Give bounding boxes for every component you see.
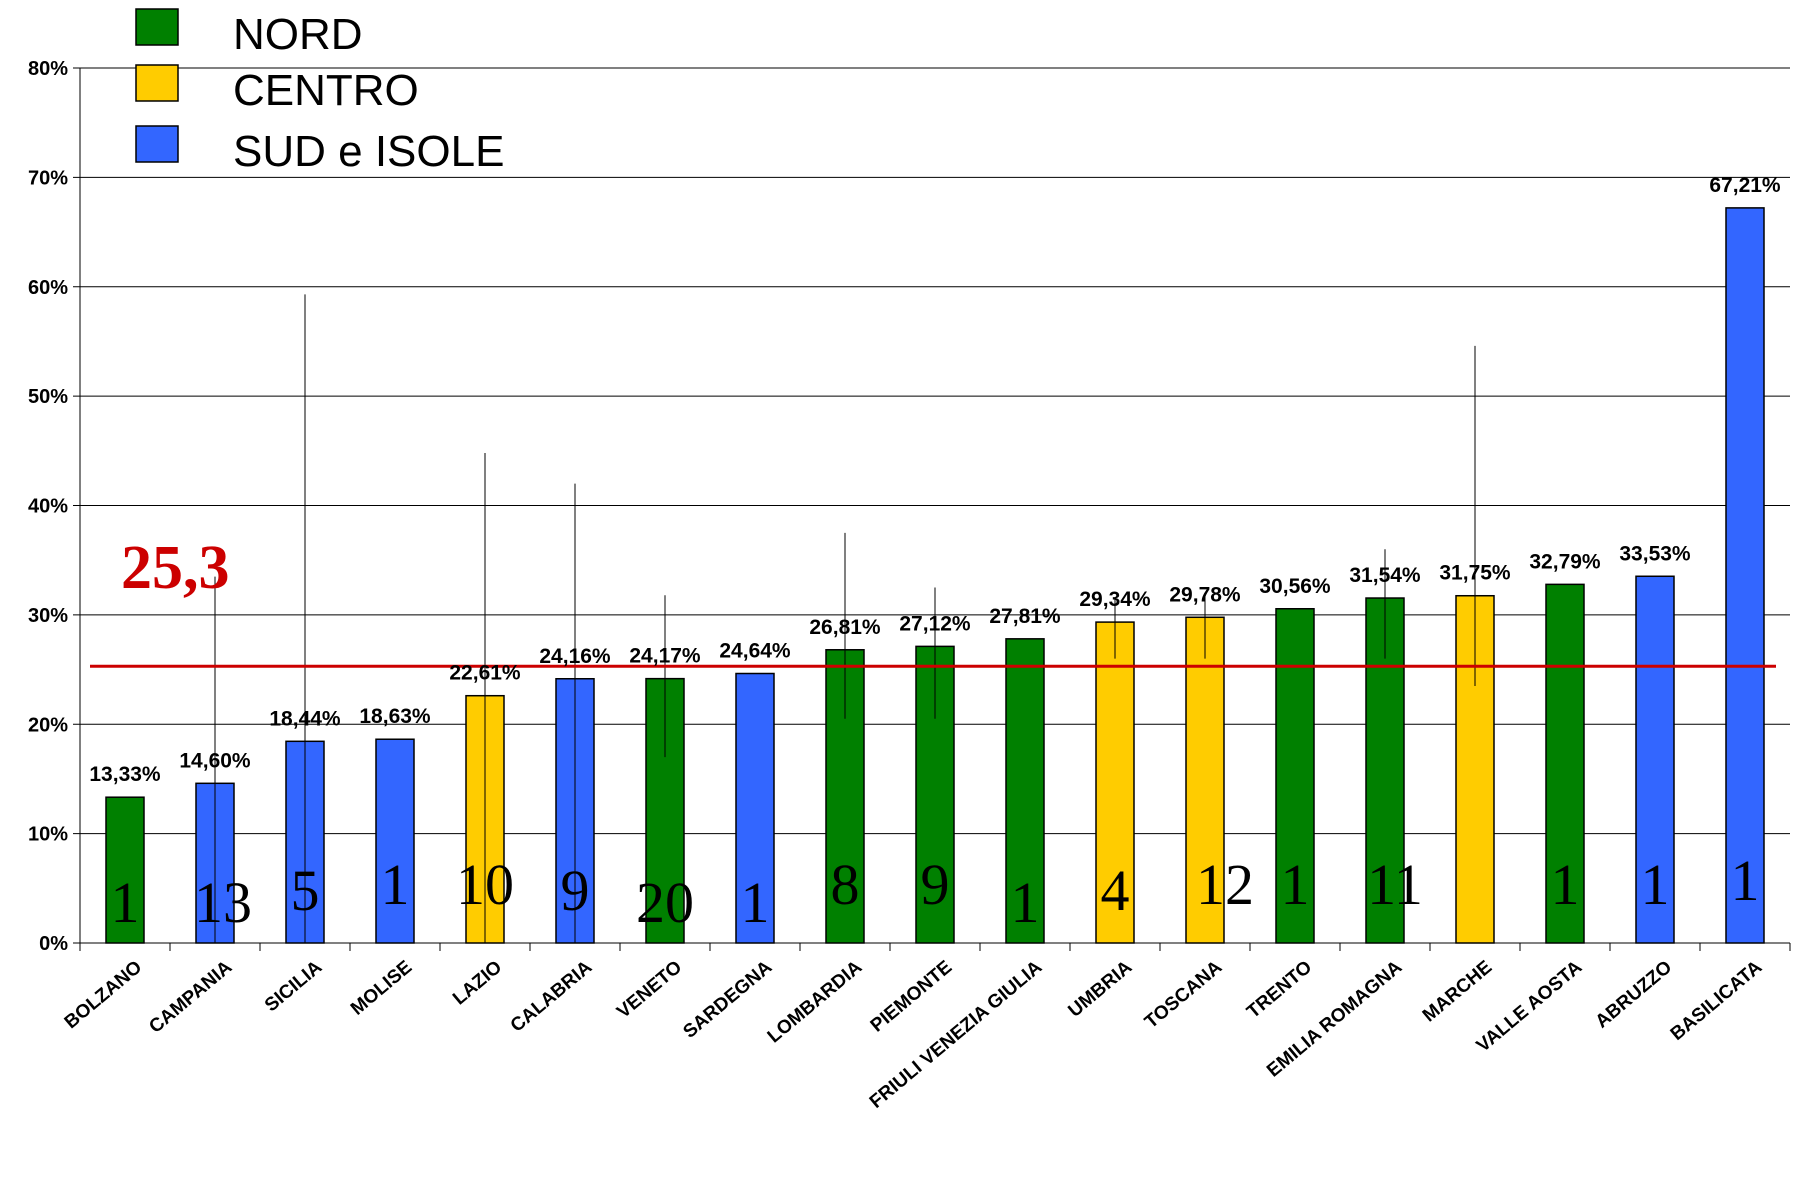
x-tick-label: CALABRIA (507, 957, 597, 1037)
y-tick-label: 20% (28, 714, 68, 736)
bar (735, 672, 775, 944)
y-tick-label: 0% (39, 933, 68, 955)
bar (105, 796, 145, 944)
x-tick-label: LAZIO (449, 957, 506, 1010)
x-tick-label: TRENTO (1243, 957, 1316, 1023)
bars (105, 207, 1765, 944)
data-label: 29,78% (1169, 583, 1241, 606)
y-tick-label: 80% (28, 58, 68, 80)
x-tick-label: TOSCANA (1141, 957, 1226, 1033)
x-tick-label: UMBRIA (1064, 957, 1136, 1022)
x-tick-label: SARDEGNA (679, 957, 776, 1043)
data-label: 13,33% (89, 763, 161, 786)
x-tick-label: BASILICATA (1667, 957, 1767, 1045)
bar (1275, 608, 1315, 944)
legend-label: CENTRO (233, 66, 419, 115)
y-tick-label: 40% (28, 496, 68, 518)
legend-swatch (135, 125, 179, 163)
legend: NORD CENTRO SUD e ISOLE (135, 8, 504, 176)
count-labels: 1 13 5 1 10 9 20 1 8 9 1 4 12 1 11 1 1 1 (111, 848, 1760, 935)
y-axis: 0% 10% 20% 30% 40% 50% 60% 70% 80% (28, 58, 81, 955)
data-label: 18,63% (359, 705, 431, 728)
count-label: 1 (1551, 852, 1580, 917)
data-label: 31,75% (1439, 562, 1511, 585)
count-label: 9 (561, 858, 590, 923)
x-tick-label: VENETO (613, 957, 686, 1023)
x-tick-label: SICILIA (261, 957, 326, 1017)
legend-label: NORD (233, 10, 363, 59)
bar (375, 738, 415, 944)
data-label: 27,12% (899, 612, 971, 635)
x-tick-label: ABRUZZO (1592, 957, 1677, 1033)
data-label: 14,60% (179, 749, 251, 772)
bar (1635, 575, 1675, 944)
count-label: 9 (921, 852, 950, 917)
legend-swatch (135, 64, 179, 102)
x-tick-label: CAMPANIA (145, 957, 236, 1038)
bar (1725, 207, 1765, 944)
x-tick-label: BOLZANO (61, 957, 146, 1033)
count-label: 8 (831, 852, 860, 917)
count-label: 1 (381, 852, 410, 917)
count-label: 1 (1281, 852, 1310, 917)
data-label: 31,54% (1349, 564, 1421, 587)
bar (1185, 616, 1225, 944)
x-tick-label: MARCHE (1419, 957, 1496, 1027)
count-label: 20 (636, 870, 694, 935)
data-label: 27,81% (989, 605, 1061, 628)
bar (1545, 583, 1585, 944)
count-label: 1 (741, 870, 770, 935)
average-label: 25,3 (121, 534, 230, 602)
y-tick-label: 10% (28, 824, 68, 846)
count-label: 10 (456, 852, 514, 917)
data-label: 29,34% (1079, 588, 1151, 611)
bar (1095, 621, 1135, 944)
data-label: 24,16% (539, 645, 611, 668)
average-line-group: 25,3 (90, 534, 1776, 668)
y-tick-label: 60% (28, 277, 68, 299)
y-tick-label: 70% (28, 167, 68, 189)
count-label: 13 (194, 870, 252, 935)
x-axis: BOLZANO CAMPANIA SICILIA MOLISE LAZIO CALABRI… (61, 942, 1791, 1113)
value-labels: 13,33% 14,60% 18,44% 18,63% 22,61% 24,16% 24,1… (89, 174, 1781, 786)
legend-label: SUD e ISOLE (233, 127, 504, 176)
y-tick-label: 50% (28, 386, 68, 408)
data-label: 67,21% (1709, 174, 1781, 197)
x-tick-label: MOLISE (347, 957, 416, 1020)
count-label: 11 (1367, 852, 1423, 917)
y-tick-label: 30% (28, 605, 68, 627)
count-label: 4 (1101, 858, 1130, 923)
data-label: 22,61% (449, 662, 521, 685)
count-label: 5 (291, 858, 320, 923)
error-bars (214, 294, 1476, 943)
x-tick-label: LOMBARDIA (764, 957, 867, 1048)
data-label: 26,81% (809, 616, 881, 639)
data-label: 24,64% (719, 640, 791, 663)
count-label: 1 (111, 870, 140, 935)
data-label: 30,56% (1259, 575, 1331, 598)
data-label: 32,79% (1529, 550, 1601, 573)
bar (1005, 638, 1045, 944)
count-label: 12 (1196, 852, 1254, 917)
count-label: 1 (1731, 848, 1760, 913)
count-label: 1 (1641, 852, 1670, 917)
data-label: 33,53% (1619, 542, 1691, 565)
x-tick-label: PIEMONTE (867, 957, 957, 1037)
data-label: 24,17% (629, 645, 701, 668)
legend-swatch (135, 8, 179, 46)
count-label: 1 (1011, 870, 1040, 935)
data-label: 18,44% (269, 707, 341, 730)
x-tick-label: FRIULI VENEZIA GIULIA (866, 957, 1047, 1113)
